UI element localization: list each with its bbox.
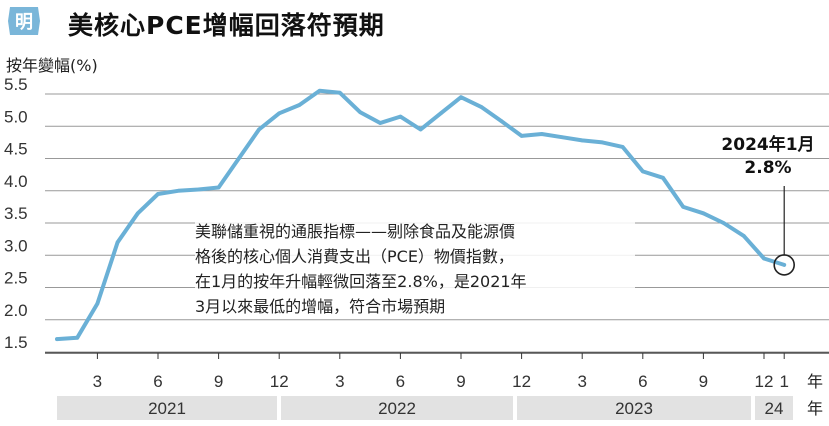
data-point <box>378 121 383 125</box>
data-point <box>560 135 564 140</box>
data-point <box>540 132 544 136</box>
data-point <box>55 337 59 341</box>
x-tick-label: 6 <box>396 372 405 391</box>
data-point <box>661 176 665 180</box>
data-point <box>701 211 706 216</box>
data-point <box>721 221 726 225</box>
x-tick-label: 12 <box>512 372 531 391</box>
y-tick-label: 2.5 <box>4 269 28 288</box>
y-tick-label: 4.0 <box>4 172 28 191</box>
year-label: 2021 <box>148 399 186 418</box>
data-point <box>75 336 79 340</box>
data-point <box>681 205 685 209</box>
data-point <box>499 119 504 123</box>
x-tick-label: 12 <box>270 372 289 391</box>
x-year-unit-label: 年 <box>807 399 823 418</box>
y-tick-label: 5.0 <box>4 107 28 126</box>
x-tick-label: 6 <box>638 372 647 391</box>
chart-title: 美核心PCE增幅回落符預期 <box>68 11 385 40</box>
data-point <box>398 114 403 119</box>
data-point <box>176 188 180 193</box>
year-label: 2023 <box>615 399 653 418</box>
callout-label: 2024年1月 2.8% <box>708 134 828 180</box>
data-point <box>519 134 524 138</box>
y-tick-label: 1.5 <box>4 333 28 352</box>
callout-date: 2024年1月 <box>721 135 815 155</box>
header: 明 美核心PCE增幅回落符預期 <box>0 0 829 46</box>
y-tick-label: 4.5 <box>4 140 28 159</box>
data-point <box>782 263 786 267</box>
year-band <box>517 396 751 420</box>
y-tick-label: 5.5 <box>4 75 28 94</box>
x-tick-label: 9 <box>456 372 465 391</box>
data-point <box>297 103 302 107</box>
data-point <box>742 234 746 238</box>
data-point <box>338 90 342 95</box>
data-point <box>136 211 140 216</box>
x-tick-label: 3 <box>93 372 102 391</box>
x-tick-label: 1 <box>779 372 788 391</box>
data-point <box>257 127 261 132</box>
data-point <box>317 88 322 93</box>
year-band <box>57 396 277 420</box>
annotation-text: 美聯儲重視的通脹指標——剔除食品及能源價 格後的核心個人消費支出（PCE）物價指… <box>195 219 635 319</box>
year-band <box>281 396 513 420</box>
data-point <box>237 156 241 161</box>
data-point <box>620 145 625 149</box>
data-point <box>459 95 463 100</box>
data-point <box>216 185 221 190</box>
data-point <box>95 301 100 306</box>
x-tick-label: 3 <box>335 372 344 391</box>
x-axis-label: 年 <box>807 372 823 391</box>
data-point <box>762 256 766 261</box>
data-point <box>358 110 362 114</box>
x-tick-label: 3 <box>577 372 586 391</box>
x-tick-label: 6 <box>153 372 162 391</box>
annotation-line: 在1月的按年升幅輕微回落至2.8%，是2021年 <box>195 272 527 291</box>
y-tick-label: 2.0 <box>4 301 28 320</box>
data-point <box>196 187 201 192</box>
data-point <box>641 169 645 174</box>
data-point <box>479 105 484 109</box>
y-tick-label: 3.0 <box>4 236 28 255</box>
x-tick-label: 9 <box>699 372 708 391</box>
newspaper-logo-icon: 明 <box>8 7 40 35</box>
y-axis-label: 按年變幅(%) <box>6 56 98 75</box>
data-point <box>439 111 443 116</box>
data-point <box>600 140 605 145</box>
data-point <box>277 111 282 116</box>
annotation-line: 格後的核心個人消費支出（PCE）物價指數， <box>195 247 514 266</box>
year-label: 24 <box>765 399 784 418</box>
callout-circle <box>773 254 796 276</box>
logo-text: 明 <box>15 12 33 33</box>
callout-value: 2.8% <box>744 158 792 178</box>
data-point <box>580 138 584 143</box>
year-band <box>755 396 793 420</box>
annotation-line: 美聯儲重視的通脹指標——剔除食品及能源價 <box>195 222 516 241</box>
data-point <box>156 192 160 196</box>
year-label: 2022 <box>378 399 416 418</box>
data-point <box>418 127 423 132</box>
x-tick-label: 9 <box>214 372 223 391</box>
x-tick-label: 12 <box>755 372 774 391</box>
annotation-line: 3月以來最低的增幅，符合市場預期 <box>195 297 446 316</box>
data-point <box>115 240 120 245</box>
y-tick-label: 3.5 <box>4 204 28 223</box>
